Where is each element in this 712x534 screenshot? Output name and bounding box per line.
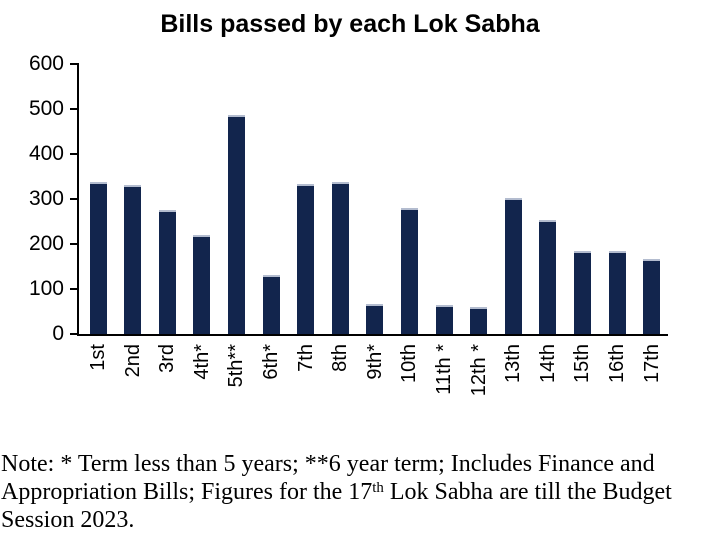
bar	[400, 208, 418, 334]
y-axis-tick	[70, 153, 79, 155]
bar	[366, 304, 384, 334]
bar	[504, 198, 522, 334]
bar	[608, 251, 626, 334]
note-line-2: Appropriation Bills; Figures for the 17t…	[1, 479, 672, 505]
x-category-label: 13th	[502, 344, 525, 383]
x-category-label: 9th*	[363, 344, 386, 380]
y-tick-label: 0	[52, 322, 64, 345]
note-line-2-text: Appropriation Bills; Figures for the 17	[1, 479, 373, 505]
bar	[573, 251, 591, 334]
x-category-label: 14th	[536, 344, 559, 383]
bar	[435, 305, 453, 334]
x-axis-line	[77, 334, 668, 336]
x-category-label: 1st	[87, 344, 109, 371]
y-axis-tick	[70, 243, 79, 245]
x-category-label: 2nd	[121, 344, 144, 378]
y-tick-label: 200	[28, 232, 64, 255]
bar	[331, 182, 349, 334]
x-category-label: 15th	[571, 344, 594, 383]
note-superscript: th	[372, 479, 384, 496]
bar	[539, 220, 557, 334]
x-category-label: 8th	[329, 344, 352, 372]
y-tick-label: 300	[28, 187, 64, 210]
y-axis-tick	[70, 198, 79, 200]
x-category-label: 4th*	[190, 344, 213, 380]
y-axis-tick	[70, 288, 79, 290]
bar	[89, 182, 107, 334]
bar	[262, 275, 280, 334]
x-category-label: 5th**	[225, 344, 248, 388]
bar	[297, 184, 315, 334]
bar	[158, 210, 176, 334]
x-category-label: 11th *	[433, 344, 455, 395]
x-category-label: 16th	[606, 344, 628, 383]
y-axis-tick	[70, 63, 79, 65]
plot-area	[70, 63, 668, 335]
note-line-2-text-after: Lok Sabha are till the Budget	[383, 479, 672, 505]
x-category-label: 12th *	[467, 344, 490, 397]
x-category-label: 6th*	[260, 344, 282, 380]
chart-title: Bills passed by each Lok Sabha	[160, 10, 540, 38]
y-tick-label: 100	[28, 277, 64, 300]
x-category-label: 17th	[640, 344, 663, 383]
note-line-3: Session 2023.	[1, 507, 135, 533]
chart-note: Note: * Term less than 5 years; **6 year…	[1, 450, 711, 534]
bar	[124, 185, 142, 334]
x-category-label: 3rd	[156, 344, 179, 373]
note-line-1: Note: * Term less than 5 years; **6 year…	[1, 451, 655, 477]
y-tick-label: 400	[28, 142, 64, 165]
y-axis-tick	[70, 108, 79, 110]
bar	[470, 307, 488, 334]
x-category-label: 7th	[294, 344, 317, 372]
bar	[227, 115, 245, 334]
y-axis-tick	[70, 333, 79, 335]
bar	[643, 259, 661, 334]
y-tick-label: 500	[28, 97, 64, 120]
y-tick-label: 600	[28, 52, 64, 75]
x-category-label: 10th	[398, 344, 421, 383]
bar	[193, 235, 211, 334]
